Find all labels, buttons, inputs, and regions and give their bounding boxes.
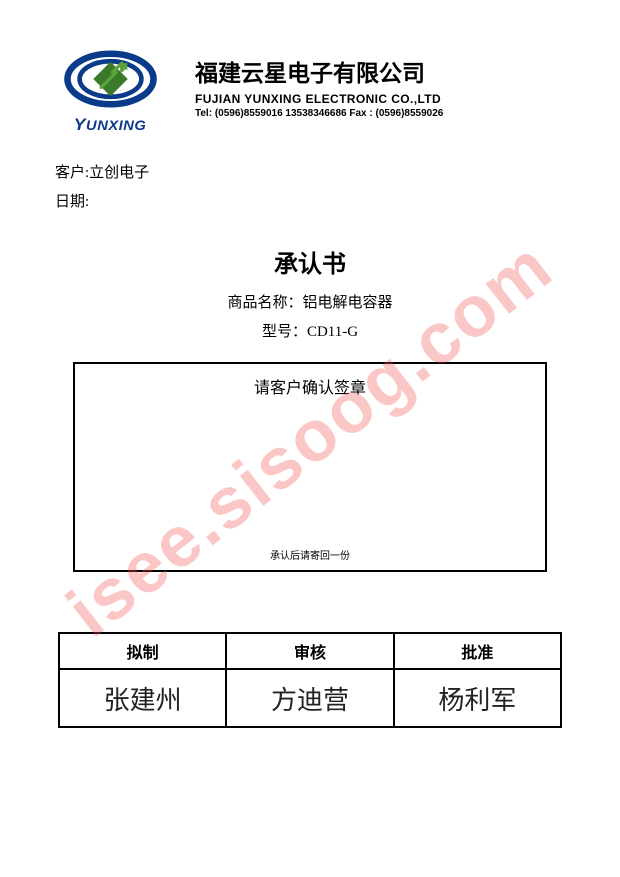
company-block: 福建云星电子有限公司 FUJIAN YUNXING ELECTRONIC CO.…	[195, 50, 565, 119]
approval-table: 拟制 审核 批准 张建州 方迪营 杨利军	[58, 632, 562, 728]
title-block: 承认书 商品名称：铝电解电容器 型号：CD11-G	[55, 244, 565, 346]
confirm-title: 请客户确认签章	[75, 364, 545, 398]
approval-header-approve: 批准	[394, 633, 561, 669]
customer-block: 客户:立创电子 日期:	[55, 159, 565, 216]
model-value: CD11-G	[307, 324, 358, 340]
signature-review: 方迪营	[226, 669, 393, 727]
confirm-note: 承认后请寄回一份	[75, 547, 545, 570]
logo-text: YUNXING	[52, 115, 168, 135]
logo-block: YUNXING	[55, 50, 165, 135]
document-title: 承认书	[55, 244, 565, 279]
company-name-en: FUJIAN YUNXING ELECTRONIC CO.,LTD	[195, 92, 565, 106]
signature-approve: 杨利军	[394, 669, 561, 727]
signature-draft: 张建州	[59, 669, 226, 727]
date-label: 日期:	[55, 194, 89, 210]
customer-label: 客户:	[55, 165, 89, 181]
confirm-signature-box: 请客户确认签章 承认后请寄回一份	[73, 362, 547, 572]
company-name-cn: 福建云星电子有限公司	[195, 54, 565, 88]
header: YUNXING 福建云星电子有限公司 FUJIAN YUNXING ELECTR…	[55, 50, 565, 135]
company-contact: Tel: (0596)8559016 13538346686 Fax : (05…	[195, 108, 565, 119]
model-label: 型号：	[262, 324, 307, 340]
product-label: 商品名称：	[227, 295, 302, 311]
customer-value: 立创电子	[89, 165, 149, 181]
product-value: 铝电解电容器	[303, 295, 393, 311]
approval-header-draft: 拟制	[59, 633, 226, 669]
yunxing-logo-icon	[63, 50, 158, 108]
approval-header-review: 审核	[226, 633, 393, 669]
